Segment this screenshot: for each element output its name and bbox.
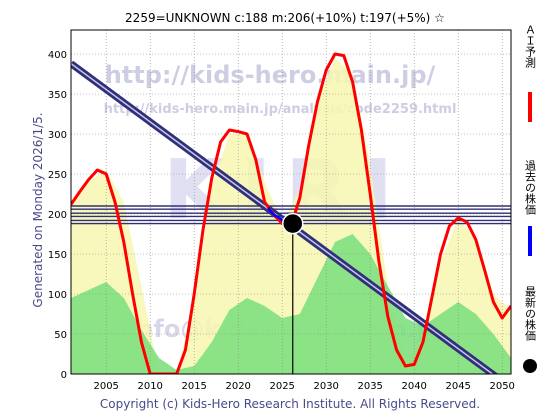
copyright-footer: Copyright (c) Kids-Hero Research Institu…: [100, 397, 480, 411]
legend-label-ai-forecast: ＡＩ予測: [524, 24, 537, 69]
y-tick-label: 200: [48, 210, 67, 221]
legend-label-past-price: 過去の株価: [524, 160, 537, 215]
y-tick-label: 150: [48, 250, 67, 261]
x-tick-label: 2025: [269, 381, 294, 392]
y-tick-label: 400: [48, 50, 67, 61]
legend-swatch-latest-price: [523, 359, 537, 373]
y-tick-label: 300: [48, 130, 67, 141]
x-tick-label: 2010: [137, 381, 162, 392]
legend-label-latest-price: 最新の株価: [524, 286, 537, 341]
x-tick-label: 2050: [489, 381, 514, 392]
axes-layer: 0 50 100 150 200 250 300 350 400 2005 2010 2015 2020…: [48, 29, 515, 392]
watermark-url: http://kids-hero.main.jp/: [105, 61, 436, 89]
x-tick-label: 2005: [93, 381, 118, 392]
x-tick-label: 2015: [181, 381, 206, 392]
chart-header: 2259=UNKNOWN c:188 m:206(+10%) t:197(+5%…: [125, 11, 445, 25]
x-tick-label: 2030: [313, 381, 338, 392]
y-tick-label: 250: [48, 170, 67, 181]
y-tick-label: 0: [61, 370, 67, 381]
generated-date-label: Generated on Monday 2026/1/5.: [31, 112, 45, 307]
y-tick-label: 350: [48, 90, 67, 101]
x-tick-label: 2035: [357, 381, 382, 392]
green-area: [71, 234, 511, 374]
current-price-marker-group: [282, 212, 304, 374]
watermark-analysis-url: http://kids-hero.main.jp/analysis/code22…: [104, 102, 457, 117]
y-tick-label: 100: [48, 290, 67, 301]
x-tick-label: 2020: [225, 381, 250, 392]
y-tick-label: 50: [54, 330, 67, 341]
plot-frame: [70, 29, 512, 375]
x-tick-label: 2040: [401, 381, 426, 392]
current-price-marker: [282, 212, 304, 235]
x-tick-label: 2045: [445, 381, 470, 392]
